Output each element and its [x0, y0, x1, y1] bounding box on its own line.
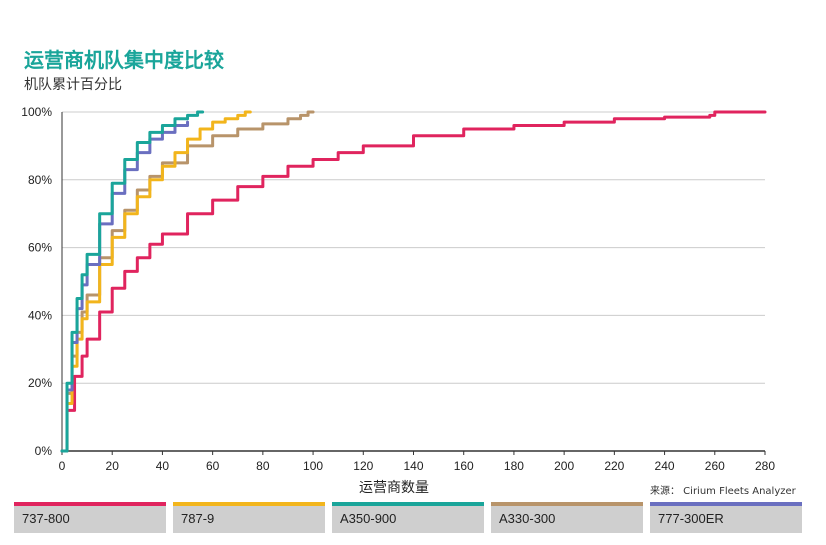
y-tick-label: 0% [35, 444, 53, 458]
y-tick-label: 80% [28, 173, 52, 187]
series-line-a350-900 [60, 110, 205, 453]
x-tick-label: 260 [705, 459, 725, 473]
x-axis-label: 运营商数量 [359, 480, 429, 496]
legend-label: 737-800 [22, 511, 70, 526]
y-tick-label: 40% [28, 308, 52, 322]
chart-title: 运营商机队集中度比较 [24, 48, 224, 72]
x-tick-label: 220 [604, 459, 624, 473]
series-line-787-9 [60, 110, 252, 453]
legend-swatch-737-800 [14, 502, 166, 506]
x-tick-label: 80 [256, 459, 270, 473]
x-tick-label: 0 [59, 459, 66, 473]
legend-label: A330-300 [499, 511, 556, 526]
legend-label: 787-9 [181, 511, 215, 526]
legend-item-787-9: 787-9 [173, 502, 325, 533]
x-tick-label: 100 [303, 459, 323, 473]
x-tick-label: 60 [206, 459, 220, 473]
x-tick-label: 160 [454, 459, 474, 473]
legend-swatch-787-9 [173, 502, 325, 506]
y-tick-label: 20% [28, 376, 52, 390]
x-tick-label: 240 [655, 459, 675, 473]
x-tick-label: 140 [403, 459, 423, 473]
legend-item-a330-300: A330-300 [491, 502, 643, 533]
chart-subtitle: 机队累计百分比 [24, 77, 122, 93]
x-tick-label: 200 [554, 459, 574, 473]
x-tick-label: 20 [106, 459, 120, 473]
legend-label: A350-900 [340, 511, 397, 526]
legend-swatch-a350-900 [332, 502, 484, 506]
x-tick-label: 180 [504, 459, 524, 473]
x-tick-label: 280 [755, 459, 775, 473]
legend-item-a350-900: A350-900 [332, 502, 484, 533]
legend-swatch-777-300er [650, 502, 802, 506]
legend-swatch-a330-300 [491, 502, 643, 506]
legend-label: 777-300ER [658, 511, 724, 526]
x-tick-label: 40 [156, 459, 170, 473]
y-tick-label: 100% [21, 105, 52, 119]
x-tick-label: 120 [353, 459, 373, 473]
legend-item-777-300er: 777-300ER [650, 502, 802, 533]
source-note: 来源： Cirium Fleets Analyzer [650, 486, 796, 497]
y-tick-label: 60% [28, 241, 52, 255]
legend-item-737-800: 737-800 [14, 502, 166, 533]
series-line-737-800 [60, 110, 767, 453]
series-line-777-300er [60, 120, 190, 453]
